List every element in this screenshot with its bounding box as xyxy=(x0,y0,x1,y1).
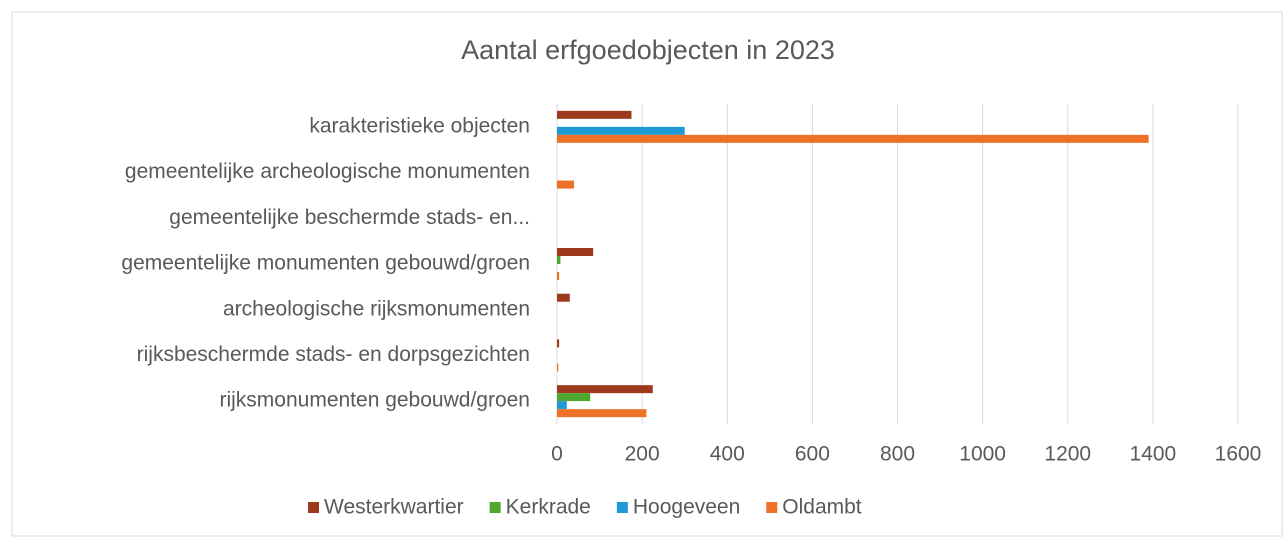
bar xyxy=(557,393,591,402)
y-tick-label: karakteristieke objecten xyxy=(309,114,530,137)
x-tick-label: 1000 xyxy=(959,443,1006,466)
legend-label: Hoogeveen xyxy=(633,496,740,519)
y-tick-label: archeologische rijksmonumenten xyxy=(223,297,530,320)
y-tick-label: gemeentelijke beschermde stads- en... xyxy=(169,206,530,229)
bar xyxy=(557,126,685,135)
legend-label: Kerkrade xyxy=(506,496,591,519)
bar xyxy=(557,248,594,256)
chart-border xyxy=(11,11,1283,537)
bar xyxy=(557,385,653,394)
bar xyxy=(557,256,561,264)
bar xyxy=(557,363,559,372)
bar xyxy=(557,272,560,280)
y-tick-label: rijksbeschermde stads- en dorpsgezichten xyxy=(137,343,530,366)
x-tick-label: 1400 xyxy=(1130,443,1177,466)
bar xyxy=(557,409,647,418)
legend-label: Oldambt xyxy=(782,496,862,519)
y-tick-label: gemeentelijke archeologische monumenten xyxy=(125,160,530,183)
x-tick-label: 1600 xyxy=(1215,443,1262,466)
bar xyxy=(557,293,570,302)
legend-swatch xyxy=(766,502,778,513)
bar xyxy=(557,110,632,119)
x-tick-label: 400 xyxy=(710,443,745,466)
bar xyxy=(557,339,560,348)
x-tick-label: 200 xyxy=(625,443,660,466)
bar xyxy=(557,134,1149,143)
x-tick-label: 1200 xyxy=(1044,443,1091,466)
x-tick-label: 0 xyxy=(551,443,563,466)
legend-label: Westerkwartier xyxy=(324,496,464,519)
y-tick-label: rijksmonumenten gebouwd/groen xyxy=(219,389,530,412)
x-tick-label: 800 xyxy=(880,443,915,466)
y-tick-label: gemeentelijke monumenten gebouwd/groen xyxy=(121,252,530,275)
legend-swatch xyxy=(489,502,501,513)
x-tick-label: 600 xyxy=(795,443,830,466)
legend-swatch xyxy=(308,502,319,513)
legend-swatch xyxy=(616,502,628,513)
chart-title: Aantal erfgoedobjecten in 2023 xyxy=(461,35,835,65)
bar xyxy=(557,401,567,410)
bar xyxy=(557,180,575,189)
